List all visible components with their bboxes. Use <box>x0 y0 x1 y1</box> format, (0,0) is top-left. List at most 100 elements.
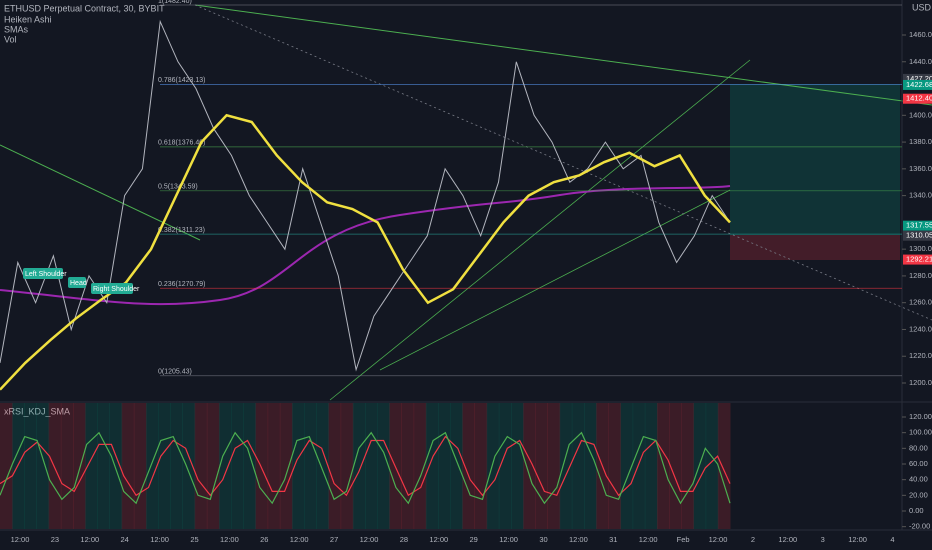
fib-label: 1(1482.40) <box>158 0 192 5</box>
osc-band <box>365 403 378 529</box>
pattern-label: Head <box>70 280 87 287</box>
osc-band <box>158 403 171 529</box>
time-label: 12:00 <box>80 535 99 544</box>
osc-band <box>486 403 500 529</box>
time-label: 12:00 <box>709 535 728 544</box>
pattern-label: Left Shoulder <box>25 271 67 278</box>
time-label: 24 <box>121 535 129 544</box>
osc-band <box>206 403 220 529</box>
pattern-box <box>68 277 86 288</box>
osc-band <box>462 403 475 529</box>
osc-band <box>450 403 463 529</box>
price-tick-label: 1280.00 <box>909 271 932 280</box>
trendline <box>194 4 932 106</box>
time-label: 12:00 <box>360 535 379 544</box>
fib-label: 0(1205.43) <box>158 369 192 376</box>
time-label: 3 <box>821 535 825 544</box>
price-marker <box>903 220 932 231</box>
osc-band <box>279 403 293 529</box>
osc-tick-label: 80.00 <box>909 443 928 452</box>
time-label: 26 <box>260 535 268 544</box>
price-marker <box>903 93 932 104</box>
currency-label: USD <box>912 2 932 12</box>
indicator-label: Heiken Ashi <box>4 14 52 24</box>
time-label: 12:00 <box>429 535 448 544</box>
osc-band <box>133 403 147 529</box>
time-label: 12:00 <box>639 535 658 544</box>
osc-tick-label: 40.00 <box>909 475 928 484</box>
target-zone <box>730 84 900 235</box>
osc-band <box>0 403 13 529</box>
osc-band <box>511 403 524 529</box>
osc-tick-label: 20.00 <box>909 490 928 499</box>
osc-band <box>547 403 561 529</box>
osc-band <box>340 403 354 529</box>
osc-band <box>559 403 573 529</box>
osc-band <box>24 403 37 529</box>
price-marker-label: 1292.21 <box>906 255 932 264</box>
osc-band <box>219 403 232 529</box>
time-label: 2 <box>751 535 755 544</box>
time-label: 12:00 <box>11 535 30 544</box>
pattern-box <box>91 283 133 294</box>
stop-zone <box>730 235 900 260</box>
time-label: 31 <box>609 535 617 544</box>
osc-band <box>109 403 123 529</box>
osc-band <box>352 403 366 529</box>
osc-band <box>571 403 585 529</box>
fib-label: 0.236(1270.79) <box>158 281 205 288</box>
price-tick-label: 1380.00 <box>909 137 932 146</box>
osc-band <box>182 403 196 529</box>
price-tick-label: 1260.00 <box>909 298 932 307</box>
fib-label: 0.5(1343.59) <box>158 184 198 191</box>
indicator-label: SMAs <box>4 24 29 34</box>
price-tick-label: 1300.00 <box>909 244 932 253</box>
trendline <box>0 144 201 241</box>
osc-band <box>48 403 62 529</box>
osc-band <box>425 403 439 529</box>
osc-band <box>681 403 694 529</box>
osc-band <box>413 403 427 529</box>
time-label: 12:00 <box>569 535 588 544</box>
price-tick-label: 1360.00 <box>909 164 932 173</box>
osc-band <box>474 403 488 529</box>
osc-k-line <box>0 431 731 505</box>
price-tick-label: 1460.00 <box>909 30 932 39</box>
osc-band <box>523 403 536 529</box>
osc-band <box>401 403 415 529</box>
time-label: 30 <box>539 535 547 544</box>
osc-band <box>243 403 256 529</box>
osc-band <box>292 403 305 529</box>
osc-d-line <box>0 435 731 497</box>
price-marker-label: 1412.40 <box>906 94 932 103</box>
price-marker <box>903 73 932 84</box>
osc-band <box>12 403 25 529</box>
osc-band <box>705 403 719 529</box>
time-label: 12:00 <box>499 535 518 544</box>
osc-band <box>632 403 646 529</box>
osc-band <box>328 403 342 529</box>
price-marker-label: 1427.20 <box>906 74 932 83</box>
price-tick-label: 1440.00 <box>909 57 932 66</box>
indicator-label: Vol <box>4 34 17 44</box>
osc-band <box>717 403 731 529</box>
time-label: 12:00 <box>290 535 309 544</box>
time-label: 12:00 <box>778 535 797 544</box>
osc-tick-label: 0.00 <box>909 506 924 515</box>
price-marker-label: 1422.68 <box>906 80 932 89</box>
time-label: 29 <box>470 535 478 544</box>
fib-label: 0.382(1311.23) <box>158 227 205 234</box>
osc-tick-label: 100.00 <box>909 428 932 437</box>
time-label: 27 <box>330 535 338 544</box>
symbol-title: ETHUSD Perpetual Contract, 30, BYBIT <box>4 3 165 13</box>
price-marker <box>903 254 932 265</box>
osc-band <box>36 403 50 529</box>
price-marker-label: 1310.05 <box>906 231 932 240</box>
osc-band <box>316 403 329 529</box>
pattern-box <box>23 268 63 279</box>
osc-band <box>620 403 634 529</box>
osc-tick-label: 60.00 <box>909 459 928 468</box>
time-label: 12:00 <box>220 535 239 544</box>
